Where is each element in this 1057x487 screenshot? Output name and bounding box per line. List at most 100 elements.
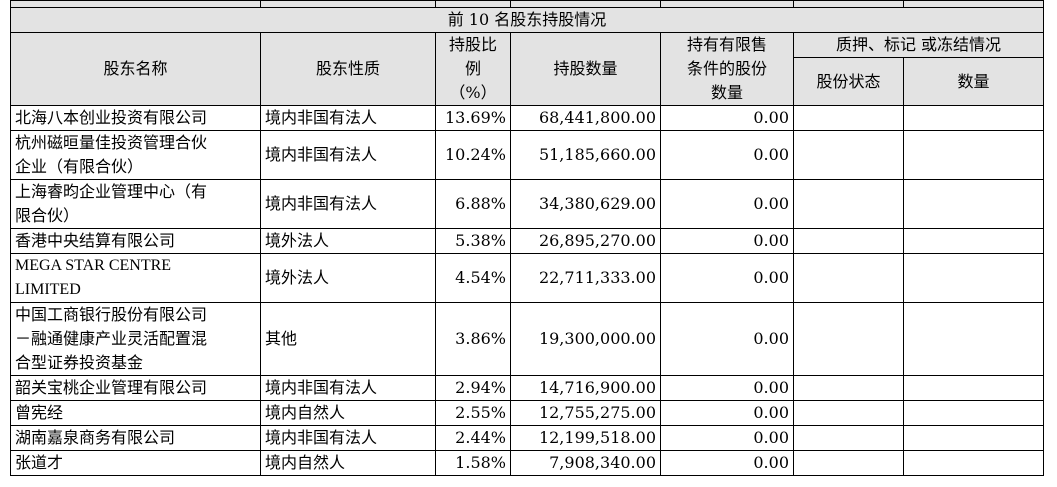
shareholder-name-line: MEGA STAR CENTRE	[15, 257, 172, 274]
pledge-quantity	[903, 375, 1044, 401]
header-shares-held: 持股数量	[510, 32, 661, 106]
shareholder-name: 张道才	[10, 450, 261, 476]
shareholder-nature: 境内自然人	[260, 400, 436, 426]
shareholder-name-line: 韶关宝桃企业管理有限公司	[15, 378, 208, 397]
shareholder-nature: 境内非国有法人	[260, 130, 436, 180]
shareholder-name-line: 限合伙）	[15, 206, 80, 225]
header-holding-percent-line: （%）	[449, 83, 497, 102]
restricted-shares: 0.00	[660, 400, 794, 426]
shareholder-name: 杭州磁晅量佳投资管理合伙 企业（有限合伙）	[10, 130, 261, 180]
shares-held: 26,895,270.00	[510, 228, 661, 254]
holding-percent: 13.69%	[435, 105, 511, 131]
pledge-quantity	[903, 302, 1044, 376]
share-status	[793, 302, 904, 376]
pledge-quantity	[903, 253, 1044, 303]
shareholder-name: 韶关宝桃企业管理有限公司	[10, 375, 261, 401]
table-row: 湖南嘉泉商务有限公司 境内非国有法人 2.44% 12,199,518.00 0…	[10, 425, 1044, 451]
shares-held: 51,185,660.00	[510, 130, 661, 180]
header-shareholder-nature: 股东性质	[260, 32, 436, 106]
shareholder-nature: 境内非国有法人	[260, 375, 436, 401]
shareholder-name-line: －融通健康产业灵活配置混	[15, 329, 208, 348]
table-row: 香港中央结算有限公司 境外法人 5.38% 26,895,270.00 0.00	[10, 228, 1044, 254]
restricted-shares: 0.00	[660, 253, 794, 303]
table-caption: 前 10 名股东持股情况	[10, 7, 1044, 33]
holding-percent: 2.94%	[435, 375, 511, 401]
top10-shareholders-table: 前 10 名股东持股情况 股东名称 股东性质 持股比 例 （%） 持股数量 持有…	[10, 0, 1044, 476]
previous-table-bottom	[10, 0, 1044, 8]
share-status	[793, 253, 904, 303]
shareholder-name-line: 合型证券投资基金	[15, 353, 144, 372]
shares-held: 12,755,275.00	[510, 400, 661, 426]
shares-held: 14,716,900.00	[510, 375, 661, 401]
header-holding-percent-line: 例	[464, 59, 481, 78]
share-status	[793, 228, 904, 254]
restricted-shares: 0.00	[660, 425, 794, 451]
shareholder-name: 香港中央结算有限公司	[10, 228, 261, 254]
restricted-shares: 0.00	[660, 302, 794, 376]
restricted-shares: 0.00	[660, 130, 794, 180]
shareholder-name-line: LIMITED	[15, 281, 81, 298]
shareholder-name: 北海八本创业投资有限公司	[10, 105, 261, 131]
shareholder-name-line: 北海八本创业投资有限公司	[15, 108, 208, 127]
pledge-quantity	[903, 450, 1044, 476]
restricted-shares: 0.00	[660, 375, 794, 401]
table-row: 北海八本创业投资有限公司 境内非国有法人 13.69% 68,441,800.0…	[10, 105, 1044, 131]
restricted-shares: 0.00	[660, 450, 794, 476]
share-status	[793, 400, 904, 426]
shareholder-name-line: 上海睿昀企业管理中心（有	[15, 182, 208, 201]
shareholder-name: MEGA STAR CENTRE LIMITED	[10, 253, 261, 303]
header-pledge-quantity: 数量	[903, 57, 1044, 106]
header-shareholder-name: 股东名称	[10, 32, 261, 106]
header-share-status: 股份状态	[793, 57, 904, 106]
share-status	[793, 450, 904, 476]
header-row-1: 股东名称 股东性质 持股比 例 （%） 持股数量 持有有限售 条件的股份 数量 …	[10, 31, 1044, 106]
shareholder-name-line: 杭州磁晅量佳投资管理合伙	[15, 133, 208, 152]
shareholder-name-line: 企业（有限合伙）	[15, 157, 144, 176]
restricted-shares: 0.00	[660, 105, 794, 131]
share-status	[793, 105, 904, 131]
shareholder-nature: 境外法人	[260, 228, 436, 254]
header-restricted-line: 条件的股份	[686, 59, 767, 78]
shareholder-name-line: 中国工商银行股份有限公司	[15, 305, 208, 324]
share-status	[793, 375, 904, 401]
shares-held: 34,380,629.00	[510, 179, 661, 229]
pledge-quantity	[903, 400, 1044, 426]
table-row: 曾宪经 境内自然人 2.55% 12,755,275.00 0.00	[10, 400, 1044, 426]
holding-percent: 5.38%	[435, 228, 511, 254]
shares-held: 19,300,000.00	[510, 302, 661, 376]
holding-percent: 1.58%	[435, 450, 511, 476]
shareholder-nature: 境外法人	[260, 253, 436, 303]
header-holding-percent-line: 持股比	[448, 35, 497, 54]
header-pledge-group: 质押、标记 或冻结情况	[793, 31, 1044, 59]
shares-held: 12,199,518.00	[510, 425, 661, 451]
table-row: MEGA STAR CENTRE LIMITED 境外法人 4.54% 22,7…	[10, 253, 1044, 303]
table-row: 上海睿昀企业管理中心（有 限合伙） 境内非国有法人 6.88% 34,380,6…	[10, 179, 1044, 229]
header-holding-percent: 持股比 例 （%）	[435, 32, 511, 106]
table-row: 杭州磁晅量佳投资管理合伙 企业（有限合伙） 境内非国有法人 10.24% 51,…	[10, 130, 1044, 180]
holding-percent: 3.86%	[435, 302, 511, 376]
header-restricted-line: 持有有限售	[686, 35, 767, 54]
shareholder-nature: 其他	[260, 302, 436, 376]
holding-percent: 2.44%	[435, 425, 511, 451]
shares-held: 68,441,800.00	[510, 105, 661, 131]
share-status	[793, 425, 904, 451]
header-row-2: 股份状态 数量	[11, 57, 1044, 106]
shareholder-nature: 境内非国有法人	[260, 425, 436, 451]
share-status	[793, 130, 904, 180]
share-status	[793, 179, 904, 229]
shareholder-name-line: 香港中央结算有限公司	[15, 231, 176, 250]
shareholder-name: 中国工商银行股份有限公司 －融通健康产业灵活配置混 合型证券投资基金	[10, 302, 261, 376]
header-restricted-line: 数量	[710, 83, 743, 102]
pledge-quantity	[903, 425, 1044, 451]
holding-percent: 6.88%	[435, 179, 511, 229]
holding-percent: 4.54%	[435, 253, 511, 303]
shareholder-name-line: 曾宪经	[15, 403, 64, 422]
pledge-quantity	[903, 179, 1044, 229]
restricted-shares: 0.00	[660, 228, 794, 254]
shareholder-name: 曾宪经	[10, 400, 261, 426]
table-row: 韶关宝桃企业管理有限公司 境内非国有法人 2.94% 14,716,900.00…	[10, 375, 1044, 401]
shareholder-name: 湖南嘉泉商务有限公司	[10, 425, 261, 451]
shareholder-name: 上海睿昀企业管理中心（有 限合伙）	[10, 179, 261, 229]
pledge-quantity	[903, 105, 1044, 131]
